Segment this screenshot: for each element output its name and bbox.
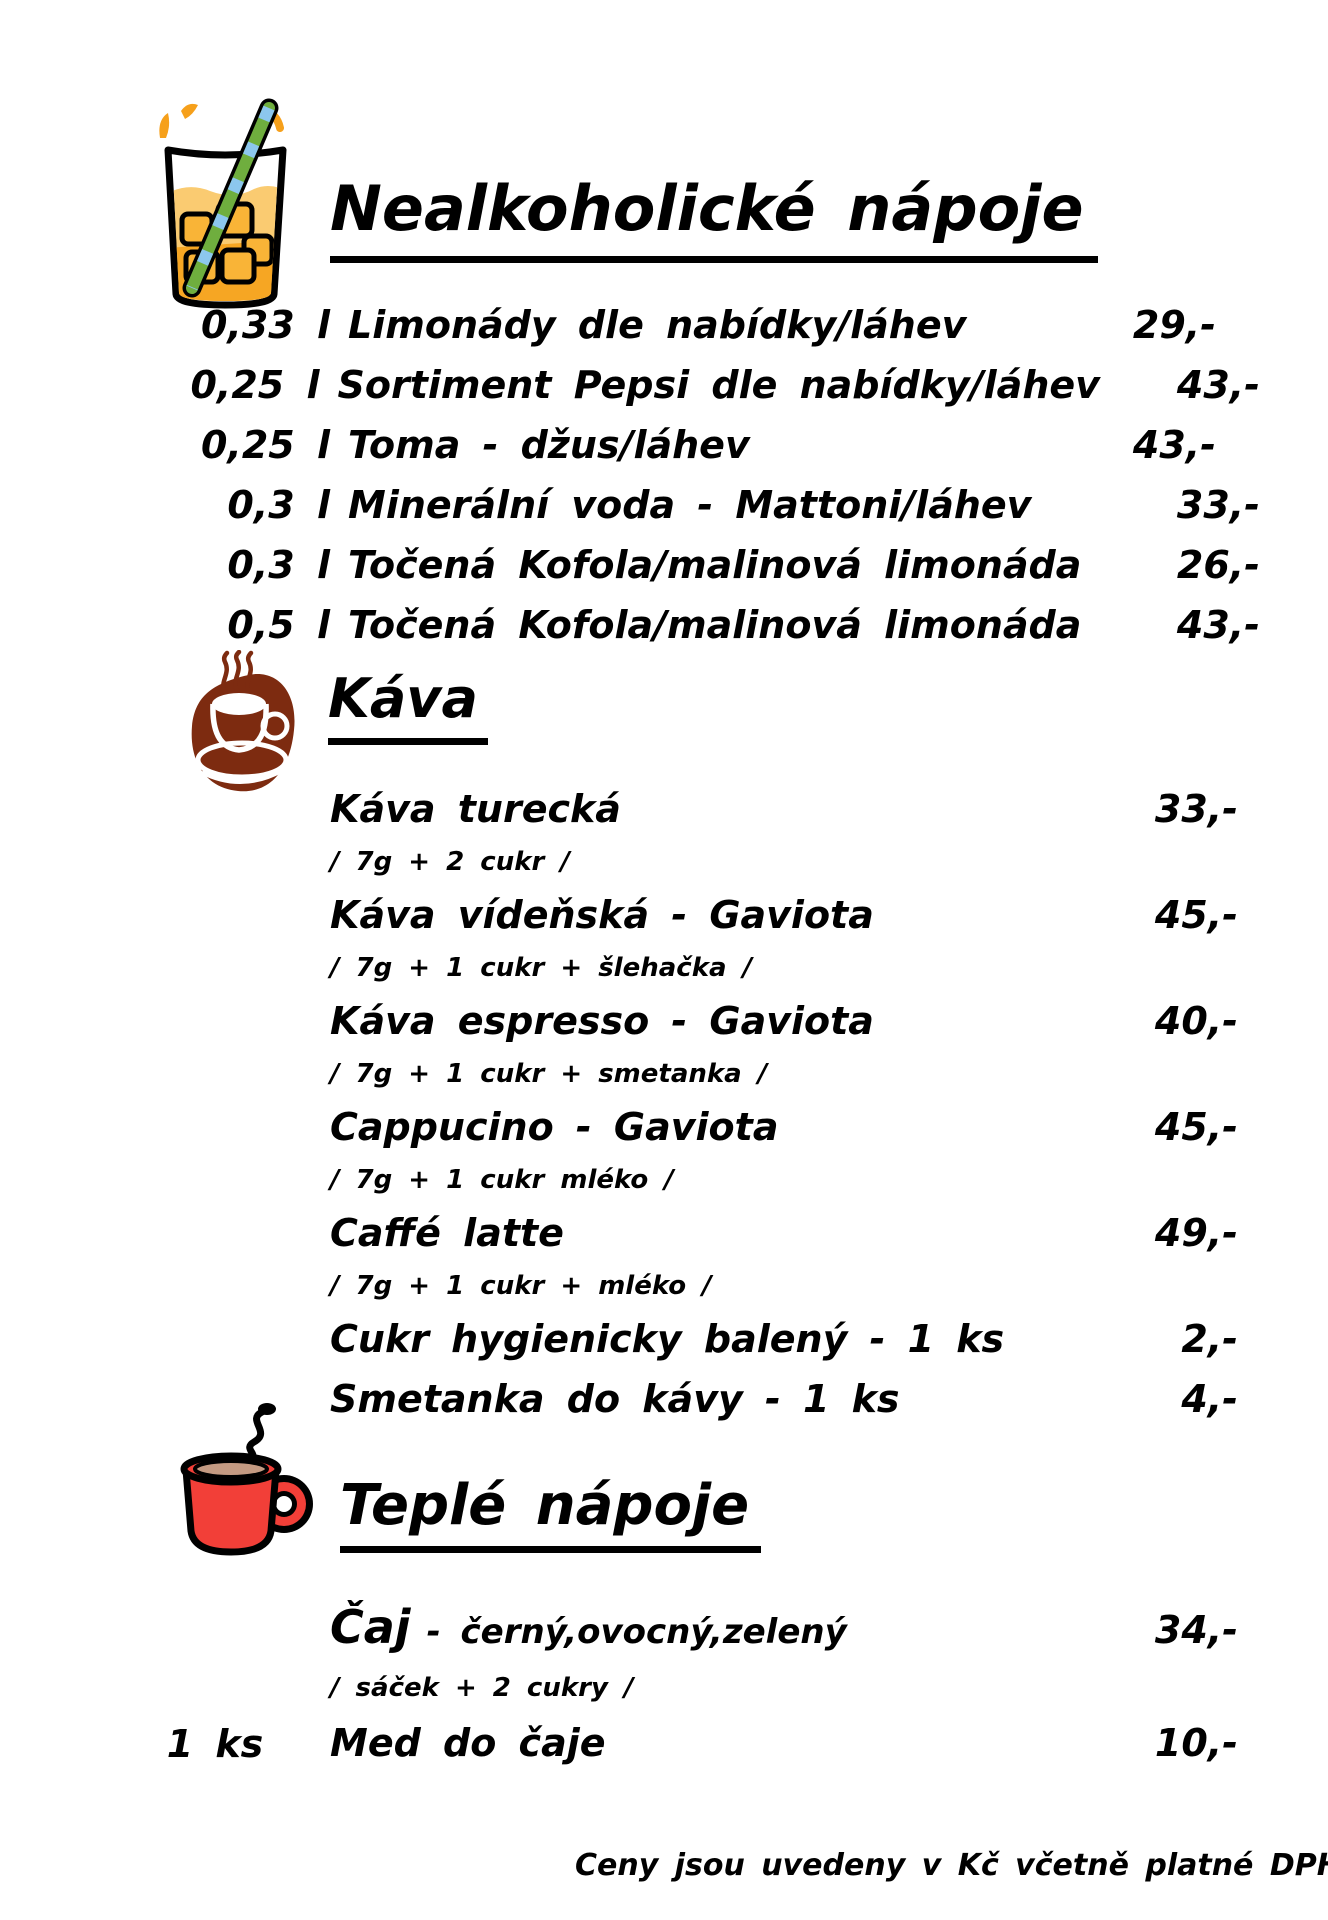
item-name: Med do čaje (330, 1721, 606, 1765)
item-detail: / 7g + 1 cukr + mléko / (330, 1270, 712, 1301)
row-name: Točená Kofola/malinová limonáda (348, 603, 1082, 647)
item-name: Caffé latte (330, 1210, 564, 1255)
item-price: 2,- (1181, 1316, 1238, 1361)
item-name: Čaj (330, 1600, 411, 1654)
item-price: 33,- (1154, 786, 1238, 831)
item-detail: / sáček + 2 cukry / (330, 1673, 634, 1703)
item-name-suffix: - černý,ovocný,zelený (426, 1612, 847, 1652)
row-volume: 0,25 l (200, 423, 330, 467)
item-name: Cukr hygienicky balený - 1 ks (330, 1316, 1005, 1361)
row-quantity: 1 ks (166, 1722, 264, 1766)
row-volume: 0,33 l (200, 303, 330, 347)
row-price: 43,- (1176, 363, 1260, 407)
section-title-hot-drinks: Teplé nápoje (340, 1478, 762, 1553)
red-mug-icon (170, 1398, 315, 1567)
menu-item: Cukr hygienicky balený - 1 ks 2,- (330, 1312, 1238, 1365)
menu-row: 0,25 l Toma - džus/láhev 43,- (150, 415, 1260, 475)
row-name: Toma - džus/láhev (348, 423, 750, 467)
row-price: 26,- (1176, 543, 1260, 587)
menu-row: Čaj - černý,ovocný,zelený 34,- (330, 1600, 1238, 1662)
item-name: Káva espresso - Gaviota (330, 998, 874, 1043)
soft-drink-glass-icon (148, 98, 303, 317)
row-name: Limonády dle nabídky/láhev (348, 303, 967, 347)
menu-row: 0,5 l Točená Kofola/malinová limonáda 43… (150, 595, 1260, 655)
item-price: 49,- (1154, 1210, 1238, 1255)
item-name: Smetanka do kávy - 1 ks (330, 1376, 900, 1421)
row-price: 43,- (1132, 423, 1216, 467)
menu-item: Káva vídeňská - Gaviota 45,- / 7g + 1 cu… (330, 888, 1238, 994)
item-detail: / 7g + 1 cukr + smetanka / (330, 1058, 768, 1089)
item-price: 4,- (1181, 1376, 1238, 1421)
menu-row: 0,25 l Sortiment Pepsi dle nabídky/láhev… (150, 355, 1260, 415)
menu-item: Cappucino - Gaviota 45,- / 7g + 1 cukr m… (330, 1100, 1238, 1206)
item-price: 45,- (1154, 892, 1238, 937)
menu-row: 0,3 l Minerální voda - Mattoni/láhev 33,… (150, 475, 1260, 535)
menu-row: 0,33 l Limonády dle nabídky/láhev 29,- (150, 295, 1260, 355)
menu-row: Med do čaje 10,- (330, 1714, 1238, 1772)
menu-row: 0,3 l Točená Kofola/malinová limonáda 26… (150, 535, 1260, 595)
item-price: 34,- (1154, 1608, 1238, 1652)
item-name: Káva vídeňská - Gaviota (330, 892, 874, 937)
menu-item: Káva espresso - Gaviota 40,- / 7g + 1 cu… (330, 994, 1238, 1100)
menu-item: Caffé latte 49,- / 7g + 1 cukr + mléko / (330, 1206, 1238, 1312)
row-name: Točená Kofola/malinová limonáda (348, 543, 1082, 587)
item-detail: / 7g + 1 cukr + šlehačka / (330, 952, 753, 983)
section-title-soft-drinks: Nealkoholické nápoje (330, 178, 1098, 263)
row-name: Sortiment Pepsi dle nabídky/láhev (337, 363, 1100, 407)
item-price: 40,- (1154, 998, 1238, 1043)
row-volume: 0,5 l (227, 603, 330, 647)
menu-item: Káva turecká 33,- / 7g + 2 cukr / (330, 782, 1238, 888)
row-volume: 0,3 l (227, 483, 330, 527)
row-price: 29,- (1132, 303, 1216, 347)
coffee-list: Káva turecká 33,- / 7g + 2 cukr / Káva v… (330, 782, 1238, 1432)
row-price: 33,- (1176, 483, 1260, 527)
coffee-cup-icon (182, 649, 307, 802)
item-name: Káva turecká (330, 786, 621, 831)
menu-item: Smetanka do kávy - 1 ks 4,- (330, 1372, 1238, 1425)
row-volume: 0,25 l (190, 363, 320, 407)
row-price: 43,- (1176, 603, 1260, 647)
item-price: 10,- (1154, 1721, 1238, 1765)
item-name: Cappucino - Gaviota (330, 1104, 779, 1149)
row-volume: 0,3 l (227, 543, 330, 587)
footer-note: Ceny jsou uvedeny v Kč včetně platné DPH (575, 1848, 1328, 1883)
item-detail: / 7g + 2 cukr / (330, 846, 570, 877)
hot-drinks-list: Čaj - černý,ovocný,zelený 34,- / sáček +… (330, 1600, 1238, 1772)
row-name: Minerální voda - Mattoni/láhev (348, 483, 1032, 527)
item-detail: / 7g + 1 cukr mléko / (330, 1164, 674, 1195)
soft-drinks-list: 0,33 l Limonády dle nabídky/láhev 29,- 0… (150, 295, 1260, 655)
item-price: 45,- (1154, 1104, 1238, 1149)
section-title-coffee: Káva (328, 672, 488, 745)
